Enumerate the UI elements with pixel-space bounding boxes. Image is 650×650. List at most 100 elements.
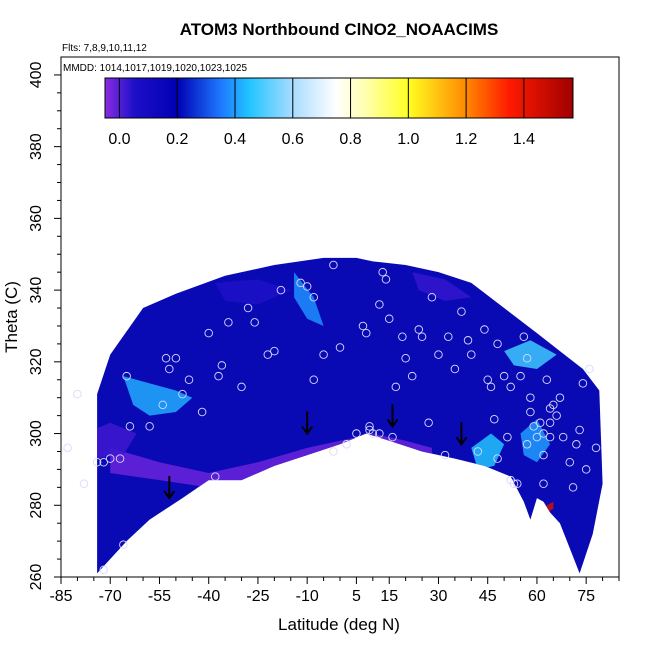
observation-marker <box>384 314 394 324</box>
observation-marker <box>161 353 171 363</box>
observation-marker <box>79 479 89 489</box>
observation-marker <box>158 400 168 410</box>
coverage-envelope <box>97 257 603 574</box>
arrow-head <box>455 436 468 447</box>
observation-marker <box>119 540 128 549</box>
observation-marker <box>211 472 220 481</box>
observation-marker <box>473 447 483 456</box>
observation-layer <box>63 260 601 575</box>
observation-marker <box>270 346 279 356</box>
observation-marker <box>572 440 581 449</box>
observation-marker <box>365 422 374 431</box>
observation-marker <box>529 422 538 431</box>
chart-title: ATOM3 Northbound ClNO2_NOAACIMS <box>180 20 499 39</box>
observation-marker <box>381 275 391 284</box>
arrow-head <box>163 490 176 500</box>
observation-marker <box>457 307 466 316</box>
observation-marker <box>575 425 584 435</box>
x-tick-label: -85 <box>49 588 72 605</box>
x-tick-label: 75 <box>577 588 595 605</box>
observation-marker <box>493 339 502 349</box>
observation-marker <box>506 382 515 392</box>
observation-marker <box>362 328 371 338</box>
y-tick-label: 280 <box>28 492 45 519</box>
observation-marker <box>214 371 223 381</box>
observation-marker <box>99 565 108 575</box>
observation-marker <box>243 303 253 313</box>
y-tick-label: 320 <box>28 348 45 375</box>
colorbar-tick-label: 0.2 <box>166 131 188 148</box>
x-tick-label: 15 <box>380 588 398 605</box>
observation-marker <box>165 364 174 374</box>
observation-marker <box>522 353 532 363</box>
arrow-layer <box>163 404 468 500</box>
colorbar-tick-label: 1.2 <box>455 131 477 148</box>
colorbar-tick-label: 0.6 <box>282 131 304 148</box>
data-field <box>63 257 603 575</box>
arrow-head <box>386 418 399 429</box>
observation-marker <box>250 318 259 327</box>
observation-marker <box>184 375 194 385</box>
observation-marker <box>125 422 135 431</box>
observation-marker <box>539 450 548 460</box>
observation-marker <box>378 267 387 277</box>
x-axis-label: Latitude (deg N) <box>278 615 400 634</box>
contour-west-high <box>123 376 193 416</box>
down-arrow <box>301 411 313 436</box>
colorbar-tick-label: 0.0 <box>108 131 130 148</box>
x-tick-label: -40 <box>197 588 220 605</box>
observation-marker <box>417 332 427 341</box>
colorbar-gradient <box>104 77 574 119</box>
observation-marker <box>526 407 535 417</box>
observation-marker <box>444 332 453 341</box>
observation-marker <box>329 447 338 456</box>
observation-marker <box>92 457 102 467</box>
observation-marker <box>558 432 568 442</box>
observation-marker <box>522 440 532 449</box>
observation-marker <box>509 479 519 489</box>
observation-marker <box>122 371 131 381</box>
colorbar-tick-label: 1.4 <box>513 131 535 148</box>
y-axis: 260 280 300 320 340 360 380 400 <box>28 61 61 590</box>
observation-marker <box>450 364 460 374</box>
observation-marker <box>424 418 433 428</box>
observation-marker <box>204 328 213 338</box>
y-tick-label: 360 <box>28 205 45 232</box>
observation-marker <box>145 422 154 431</box>
observation-marker <box>414 325 424 334</box>
observation-marker <box>486 382 496 392</box>
observation-marker <box>63 443 72 453</box>
observation-marker <box>335 343 345 352</box>
observation-marker <box>512 479 522 489</box>
observation-marker <box>565 457 575 467</box>
observation-marker <box>434 350 443 359</box>
down-arrow <box>455 422 468 447</box>
observation-marker <box>526 393 535 402</box>
observation-marker <box>388 432 397 442</box>
observation-marker <box>217 361 227 370</box>
observation-marker <box>342 440 351 449</box>
observation-marker <box>358 321 368 331</box>
down-arrow <box>386 404 399 429</box>
observation-marker <box>319 350 328 359</box>
contour-upper-low <box>215 279 291 305</box>
x-tick-label: -70 <box>99 588 122 605</box>
observation-marker <box>375 300 384 309</box>
observation-marker <box>568 483 578 492</box>
observation-marker <box>276 285 286 295</box>
observation-marker <box>542 375 552 385</box>
observation-marker <box>578 379 588 388</box>
observation-marker <box>407 371 417 381</box>
observation-marker <box>115 454 125 463</box>
observation-marker <box>499 371 509 381</box>
colorbar-tick-label: 0.4 <box>224 131 246 148</box>
observation-marker <box>545 432 555 442</box>
observation-marker <box>483 375 492 385</box>
observation-marker <box>401 353 410 363</box>
observation-marker <box>545 418 555 428</box>
colorbar-tick-label: 0.8 <box>339 131 361 148</box>
dates-label: MMDD: 1014,1017,1019,1020,1023,1025 <box>63 63 247 74</box>
observation-marker <box>535 418 545 428</box>
observation-marker <box>73 389 82 399</box>
